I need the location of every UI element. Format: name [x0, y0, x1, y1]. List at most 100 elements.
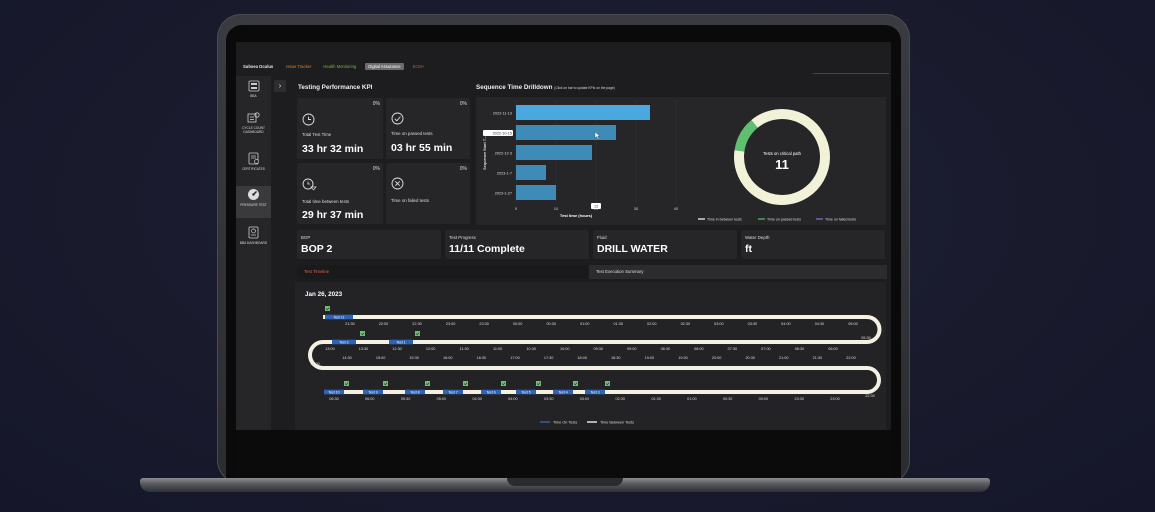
timeline-time-label: 03:00: [580, 397, 590, 401]
timeline-time-label: 23:00: [446, 322, 456, 326]
check-circle-icon: [391, 112, 404, 125]
test-bar[interactable]: [363, 389, 383, 395]
sidebar-item-label: BBA: [250, 94, 257, 98]
timeline-time-label: 22:30: [412, 322, 422, 326]
timeline-time-label: 12:30: [392, 347, 402, 351]
pass-marker: [360, 331, 365, 336]
chart-bar[interactable]: [516, 185, 556, 200]
timeline-time-label: 06:30: [795, 347, 805, 351]
test-bar[interactable]: [389, 339, 413, 345]
timeline-track: 21:30 22:00 22:30 23:00 23:30 00:00 00:30 01:00…: [308, 306, 882, 425]
test-bar[interactable]: [332, 339, 356, 345]
test-bar[interactable]: [585, 389, 605, 395]
check-icon: [501, 382, 506, 386]
kpi-percent: 0%: [372, 101, 380, 107]
y-tick-label: 2023-1-27: [495, 192, 512, 196]
y-axis-label: Sequence Start T...: [483, 136, 487, 170]
progress-label: Test Progress: [449, 235, 476, 240]
timeline-time-label: 05:00: [437, 397, 447, 401]
test-timeline-panel: Jan 26, 2023 21:30 22:00 22:30 23:00 23:30 00…: [295, 282, 886, 430]
timeline-time-label: 22:00: [379, 322, 389, 326]
kpi-title: Testing Performance KPI: [298, 84, 373, 91]
timeline-time-label: 20:30: [745, 356, 755, 360]
timeline-time-label: 03:30: [748, 322, 758, 326]
tab-test-timeline[interactable]: Test Timeline: [297, 265, 592, 279]
mouse-cursor-icon: [594, 131, 601, 140]
timeline-time-label: 21:30: [345, 322, 355, 326]
timeline-time-label: 09:30: [594, 347, 604, 351]
timeline-time-label: 16:30: [477, 356, 487, 360]
timeline-time-label: 19:00: [645, 356, 655, 360]
clock-icon: [302, 113, 315, 126]
chart-bar[interactable]: [516, 105, 650, 120]
legend-label: Time on failed tests: [825, 218, 856, 222]
pass-marker: [325, 306, 330, 311]
bop-label: BOP: [301, 235, 311, 240]
sidebar-item-cycle-count[interactable]: CYCLE COUNT DASHBOARD: [236, 112, 271, 142]
kpi-percent: 0%: [459, 101, 467, 107]
nav-health-monitoring[interactable]: Health Monitoring: [323, 63, 357, 69]
x-tick-label: 10: [554, 206, 559, 211]
sidebar-item-bba[interactable]: BBA: [236, 80, 271, 104]
donut-slice[interactable]: [734, 120, 758, 152]
timeline-time-label: 01:30: [651, 397, 661, 401]
kpi-value: 29 hr 37 min: [302, 209, 364, 221]
check-icon: [425, 382, 430, 386]
timeline-time-label: 06:30: [329, 397, 339, 401]
test-bar[interactable]: [324, 389, 344, 395]
pass-marker: [415, 331, 420, 336]
timeline-time-label: 01:30: [614, 322, 624, 326]
sidebar-item-bba-dashboard[interactable]: BBA DASHBOARD: [236, 226, 271, 252]
test-bar-label: Test 7: [448, 390, 457, 394]
nav-ecm[interactable]: ECM+: [412, 63, 425, 69]
top-nav: Subsea Oculus Issue Tracker Health Monit…: [236, 60, 427, 72]
test-bar[interactable]: [481, 389, 501, 395]
timeline-time-label: 07:30: [728, 347, 738, 351]
timeline-time-label: 00:00: [513, 322, 523, 326]
y-tick-label: 2022-12-3: [495, 152, 512, 156]
kpi-label: Total time between tests: [302, 199, 350, 204]
test-bar-label: Test 5: [521, 390, 530, 394]
hover-tooltip-value: 13: [594, 205, 598, 209]
check-icon: [573, 382, 578, 386]
x-tick-label: 40: [674, 206, 679, 211]
kpi-label: Time on passed tests: [391, 131, 433, 136]
sidebar-expand-button[interactable]: ›: [274, 80, 286, 92]
test-bar[interactable]: [553, 389, 573, 395]
x-tick-label: 30: [634, 206, 639, 211]
pass-marker: [501, 381, 506, 386]
chart-bar[interactable]: [516, 165, 546, 180]
tab-test-execution-summary[interactable]: Test Execution Summary: [589, 265, 887, 279]
timeline-time-label: 01:00: [687, 397, 697, 401]
nav-digital-assurance[interactable]: Digital Assurance: [365, 62, 404, 70]
test-bar-label: Test 1: [396, 340, 405, 344]
donut-slice[interactable]: [734, 109, 830, 205]
sidebar-item-certificates[interactable]: CERTIFICATES: [236, 152, 271, 178]
y-tick-label: 2022-11-13: [493, 112, 512, 116]
info-card-water-depth: Water Depth ft: [741, 230, 885, 259]
test-bar[interactable]: [516, 389, 536, 395]
hover-tooltip: [591, 203, 601, 209]
screen-chin: [236, 430, 891, 478]
test-bar[interactable]: [325, 314, 353, 320]
sidebar-item-label: CYCLE COUNT DASHBOARD: [242, 126, 265, 134]
chart-bar[interactable]: [516, 125, 616, 140]
timeline-time-label: 22:00: [846, 356, 856, 360]
drilldown-subtitle: (Click on bar to update KPIs on the page…: [554, 86, 615, 90]
nav-issue-tracker[interactable]: Issue Tracker: [286, 63, 312, 69]
test-bar[interactable]: [443, 389, 463, 395]
timeline-time-label: 22:30: [865, 394, 875, 398]
timeline-time-label: 06:00: [365, 397, 375, 401]
test-bar-label: Test 6: [486, 390, 495, 394]
test-bar[interactable]: [405, 389, 425, 395]
check-icon: [344, 382, 349, 386]
pass-marker: [463, 381, 468, 386]
pass-marker: [605, 381, 610, 386]
drilldown-chart-panel: 0102030402022-11-132022-10-152022-12-320…: [476, 97, 886, 225]
laptop-notch: [507, 478, 623, 486]
x-tick-label: 0: [515, 206, 518, 211]
chart-bar[interactable]: [516, 145, 592, 160]
drilldown-title: Sequence Time Drilldown (Click on bar to…: [476, 84, 615, 91]
sidebar-item-pressure-test[interactable]: PRESSURE TEST: [236, 186, 271, 218]
legend-label: Time on passed tests: [767, 218, 801, 222]
